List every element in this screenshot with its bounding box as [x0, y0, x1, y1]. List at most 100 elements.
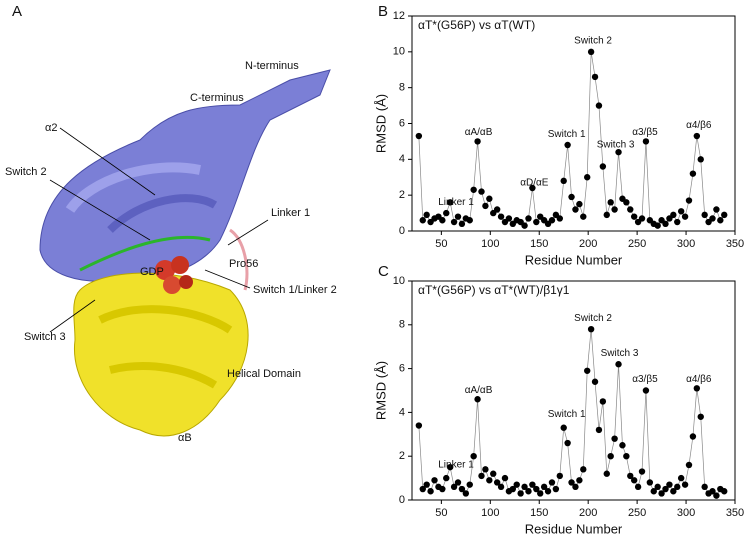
data-point: [540, 483, 548, 491]
data-point: [497, 483, 505, 491]
data-point: [509, 485, 517, 493]
data-point: [454, 479, 462, 486]
data-point: [717, 217, 724, 224]
x-tick-label: 250: [628, 238, 646, 250]
data-point: [560, 424, 567, 431]
data-point: [552, 485, 560, 493]
data-point: [537, 490, 544, 497]
data-point: [493, 479, 501, 486]
structure-label: α2: [45, 122, 57, 134]
data-point: [443, 209, 450, 217]
data-point: [670, 211, 677, 219]
data-point: [533, 218, 540, 226]
data-point: [615, 361, 622, 368]
data-point: [693, 132, 701, 140]
data-point: [568, 479, 575, 486]
data-point: [490, 470, 497, 477]
data-point: [431, 477, 438, 484]
data-point: [674, 218, 681, 226]
data-point: [709, 215, 716, 222]
data-point: [662, 220, 669, 228]
y-axis-label: RMSD (Å): [373, 361, 388, 420]
data-point: [587, 48, 595, 56]
y-tick-label: 10: [393, 275, 405, 287]
data-point: [544, 488, 552, 495]
data-point: [685, 197, 693, 204]
data-point: [603, 211, 610, 219]
data-point: [556, 472, 563, 480]
annotation: α3/β5: [632, 374, 658, 385]
y-tick-label: 8: [399, 82, 405, 94]
data-point: [478, 188, 485, 195]
x-tick-label: 150: [530, 238, 548, 250]
data-point: [439, 485, 446, 493]
data-point: [466, 217, 473, 224]
data-point: [623, 199, 630, 206]
plot-frame: [411, 280, 736, 501]
data-point: [450, 218, 458, 226]
data-point: [584, 174, 591, 181]
y-tick-label: 4: [399, 153, 405, 165]
data-point: [713, 206, 720, 213]
y-tick-label: 12: [393, 10, 405, 22]
data-point: [427, 488, 434, 495]
panel-label: A: [12, 3, 22, 20]
data-point: [697, 413, 704, 420]
data-point: [681, 481, 689, 488]
data-point: [564, 439, 571, 447]
data-point: [638, 468, 646, 475]
data-point: [458, 220, 466, 228]
data-point: [486, 477, 493, 484]
data-point: [584, 367, 591, 374]
y-axis-label: RMSD (Å): [373, 94, 388, 153]
data-point: [595, 102, 603, 109]
data-point: [415, 422, 423, 429]
annotation: αD/αE: [520, 177, 549, 188]
data-point: [466, 481, 473, 488]
data-point: [525, 215, 532, 222]
data-point: [446, 199, 454, 206]
annotation: Switch 1: [548, 129, 586, 140]
data-point: [709, 488, 716, 495]
data-point: [642, 387, 650, 394]
data-point: [501, 474, 509, 482]
structure-label: Switch 3: [24, 331, 66, 343]
data-point: [548, 217, 556, 224]
y-tick-label: 2: [399, 450, 405, 462]
x-tick-label: 250: [628, 507, 646, 519]
data-point: [607, 199, 614, 206]
y-tick-label: 10: [393, 46, 405, 58]
data-point: [568, 193, 575, 201]
annotation: α4/β6: [686, 120, 712, 131]
structure-label: Pro56: [229, 258, 258, 270]
data-point: [654, 483, 661, 491]
data-point: [548, 479, 556, 486]
data-point: [666, 481, 673, 488]
x-tick-label: 350: [726, 507, 744, 519]
annotation: Switch 3: [597, 140, 635, 151]
data-point: [634, 483, 642, 491]
data-point: [525, 488, 532, 495]
data-point: [611, 435, 618, 442]
data-point: [486, 195, 493, 202]
y-tick-label: 4: [399, 406, 405, 418]
data-point: [564, 141, 571, 149]
data-point: [513, 481, 520, 488]
data-point: [619, 442, 626, 449]
data-point: [611, 206, 618, 213]
data-point: [470, 186, 477, 193]
data-point: [697, 156, 704, 163]
data-point: [521, 222, 528, 229]
structure-label: Helical Domain: [227, 368, 301, 380]
structure-label: Switch 2: [5, 166, 47, 178]
annotation: αA/αB: [465, 127, 493, 138]
data-point: [721, 211, 728, 219]
annotation: Switch 2: [574, 36, 612, 47]
data-point: [627, 472, 634, 480]
data-point: [591, 73, 599, 81]
x-tick-label: 350: [726, 238, 744, 250]
data-point: [642, 138, 650, 145]
data-point: [415, 132, 423, 140]
x-tick-label: 100: [481, 507, 499, 519]
annotation: α3/β5: [632, 127, 658, 138]
